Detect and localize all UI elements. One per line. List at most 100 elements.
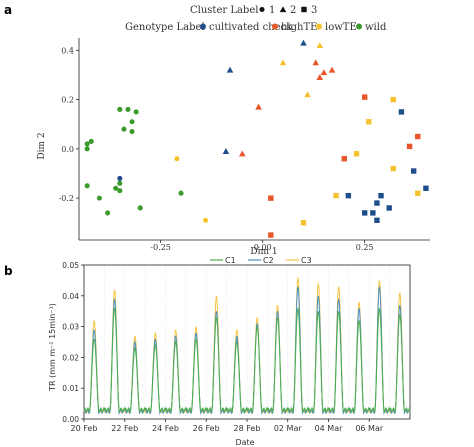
cluster-legend: Cluster Label 1 2 3 xyxy=(190,5,317,16)
genotype-legend-title: Genotype Label xyxy=(125,22,205,33)
cluster-legend-label-1: 1 xyxy=(269,5,275,16)
genotype-legend-label-lowte: lowTE xyxy=(325,22,357,33)
line-ytick-label: 0.05 xyxy=(62,261,79,270)
line-ylabel: TR (mm m⁻² 15min⁻¹) xyxy=(48,303,57,392)
scatter-point xyxy=(366,119,372,125)
scatter-point xyxy=(255,103,262,110)
scatter-point xyxy=(312,59,320,66)
genotype-legend-marker-cultivated-check xyxy=(200,23,206,30)
scatter-point xyxy=(121,126,127,132)
scatter-point xyxy=(361,210,368,216)
series-line-C1 xyxy=(83,308,411,414)
genotype-legend-label-cultivated-check: cultivated check xyxy=(209,22,293,33)
scatter-point xyxy=(378,192,384,199)
scatter-axes: -0.25 0.00 0.25 -0.2 0.0 0.2 0.4 xyxy=(59,38,430,252)
scatter-point xyxy=(398,109,405,115)
scatter-point xyxy=(117,175,123,181)
cluster-legend-marker-3 xyxy=(301,6,307,13)
scatter-point xyxy=(129,119,135,125)
line-axes: 0.00 0.01 0.02 0.03 0.04 0.05 20 Feb 22 Feb 24 F… xyxy=(62,261,411,433)
scatter-point xyxy=(222,148,230,154)
scatter-point xyxy=(320,69,328,76)
scatter-point xyxy=(300,39,307,46)
line-xtick-label: 04 Mar xyxy=(315,424,344,433)
scatter-point xyxy=(174,156,180,162)
line-ytick-label: 0.01 xyxy=(62,384,79,393)
cluster-legend-marker-2 xyxy=(279,6,287,13)
scatter-point xyxy=(96,195,102,201)
scatter-point xyxy=(341,156,347,162)
scatter-xlabel: Dim 1 xyxy=(250,247,277,257)
line-legend: C1 C2 C3 xyxy=(210,256,312,265)
scatter-point xyxy=(374,217,380,223)
line-xtick-label: 20 Feb xyxy=(71,424,98,433)
scatter-points xyxy=(84,39,429,238)
cluster-legend-marker-1 xyxy=(259,6,265,13)
scatter-point xyxy=(105,210,111,216)
scatter-point xyxy=(125,106,131,112)
scatter-ylabel: Dim 2 xyxy=(37,132,47,159)
scatter-point xyxy=(137,205,143,211)
scatter-point xyxy=(226,66,234,73)
genotype-legend-marker-highte xyxy=(272,23,278,30)
scatter-point xyxy=(353,151,360,157)
line-xtick-label: 26 Feb xyxy=(193,424,220,433)
scatter-point xyxy=(84,183,90,189)
scatter-point xyxy=(390,96,396,103)
scatter-point xyxy=(410,168,417,174)
scatter-point xyxy=(316,42,324,49)
line-legend-label-C3: C3 xyxy=(301,256,312,265)
scatter-point xyxy=(415,133,421,140)
scatter-ytick-label: 0.2 xyxy=(61,96,74,105)
genotype-legend-marker-lowte xyxy=(316,23,322,30)
scatter-point xyxy=(304,91,311,98)
scatter-ytick-label: 0.4 xyxy=(61,46,74,55)
scatter-point xyxy=(117,106,123,112)
genotype-legend-label-wild: wild xyxy=(365,22,387,33)
scatter-point xyxy=(386,205,392,211)
scatter-point xyxy=(370,210,376,216)
scatter-xtick-label: 0.25 xyxy=(356,243,374,252)
line-ytick-label: 0.04 xyxy=(62,292,79,301)
scatter-point xyxy=(117,188,123,194)
scatter-point xyxy=(316,74,324,81)
line-ytick-label: 0.03 xyxy=(62,323,79,332)
scatter-point xyxy=(406,143,413,150)
line-ytick-label: 0.00 xyxy=(62,415,79,424)
scatter-point xyxy=(88,138,94,145)
line-xtick-label: 06 Mar xyxy=(355,424,384,433)
line-series xyxy=(83,277,411,416)
scatter-ytick-label: -0.2 xyxy=(59,194,74,203)
scatter-point xyxy=(328,66,336,73)
scatter-point xyxy=(129,129,135,135)
scatter-point xyxy=(84,141,90,147)
scatter-ytick-label: 0.0 xyxy=(61,145,74,154)
scatter-point xyxy=(238,150,246,157)
scatter-point xyxy=(333,192,339,199)
line-xtick-label: 22 Feb xyxy=(111,424,138,433)
panel-b-label: b xyxy=(4,264,13,278)
genotype-legend-marker-wild xyxy=(356,23,362,30)
scatter-point xyxy=(279,59,287,66)
scatter-point xyxy=(423,185,429,191)
scatter-point xyxy=(178,190,184,196)
line-ytick-label: 0.02 xyxy=(62,353,79,362)
line-xtick-label: 24 Feb xyxy=(152,424,179,433)
scatter-point xyxy=(133,109,139,115)
scatter-point xyxy=(84,146,90,152)
scatter-point xyxy=(390,165,396,172)
scatter-point xyxy=(300,220,307,226)
scatter-xtick-label: 0.00 xyxy=(254,243,272,252)
cluster-legend-label-3: 3 xyxy=(311,5,317,16)
line-legend-label-C1: C1 xyxy=(225,256,236,265)
scatter-point xyxy=(268,195,274,201)
scatter-point xyxy=(361,94,368,100)
line-legend-label-C2: C2 xyxy=(263,256,274,265)
scatter-point xyxy=(374,200,380,206)
line-xlabel: Date xyxy=(235,438,254,447)
line-xtick-label: 28 Feb xyxy=(234,424,261,433)
scatter-point xyxy=(202,217,209,223)
panel-a-label: a xyxy=(4,3,12,17)
